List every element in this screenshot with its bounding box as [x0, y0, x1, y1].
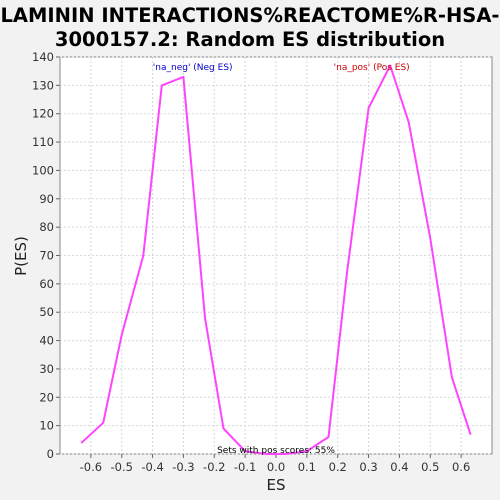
x-tick-label: 0.2 [329, 460, 347, 474]
y-tick-label: 80 [39, 220, 54, 234]
y-tick-label: 130 [32, 78, 54, 92]
x-tick-label: 0.6 [452, 460, 470, 474]
data-point [81, 442, 83, 444]
data-point [143, 255, 145, 257]
y-tick-label: 140 [32, 50, 54, 64]
y-axis-label: P(ES) [12, 236, 30, 276]
data-point [470, 433, 472, 435]
x-tick-label: 0.4 [390, 460, 408, 474]
y-tick-label: 110 [32, 135, 54, 149]
data-point [328, 436, 330, 438]
data-point [204, 317, 206, 319]
data-point [161, 85, 163, 87]
data-point [121, 334, 123, 336]
data-point [451, 377, 453, 379]
x-tick-label: 0.5 [421, 460, 439, 474]
x-tick-label: -0.5 [110, 460, 132, 474]
y-tick-label: 30 [39, 362, 54, 376]
data-point [346, 272, 348, 274]
pos-scores-annotation: Sets with pos scores: 55% [217, 446, 335, 456]
data-point [368, 107, 370, 109]
y-tick-label: 70 [39, 249, 54, 263]
legend-label: 'na_pos' (Pos ES) [334, 63, 410, 73]
y-tick-label: 50 [39, 305, 54, 319]
chart-title-line-1: LAMININ INTERACTIONS%REACTOME%R-HSA- [0, 4, 499, 27]
data-point [102, 422, 104, 424]
y-tick-label: 10 [39, 419, 54, 433]
y-tick-label: 90 [39, 192, 54, 206]
y-tick-label: 40 [39, 334, 54, 348]
y-tick-label: 20 [39, 390, 54, 404]
x-tick-label: -0.6 [80, 460, 102, 474]
x-tick-label: -0.4 [141, 460, 163, 474]
x-axis-label: ES [267, 476, 286, 494]
x-tick-label: -0.2 [203, 460, 225, 474]
y-tick-label: 120 [32, 107, 54, 121]
x-tick-label: 0.3 [359, 460, 377, 474]
x-tick-label: 0.0 [267, 460, 285, 474]
y-tick-label: 0 [47, 447, 54, 461]
chart-title-line-2: 3000157.2: Random ES distribution [55, 28, 445, 51]
x-tick-label: -0.1 [234, 460, 256, 474]
x-tick-label: 0.1 [298, 460, 316, 474]
y-tick-label: 100 [32, 163, 54, 177]
data-point [408, 121, 410, 123]
data-point [183, 76, 185, 78]
data-point [429, 238, 431, 240]
data-point [223, 428, 225, 430]
x-tick-label: -0.3 [172, 460, 194, 474]
y-tick-label: 60 [39, 277, 54, 291]
legend-label: 'na_neg' (Neg ES) [153, 63, 233, 73]
